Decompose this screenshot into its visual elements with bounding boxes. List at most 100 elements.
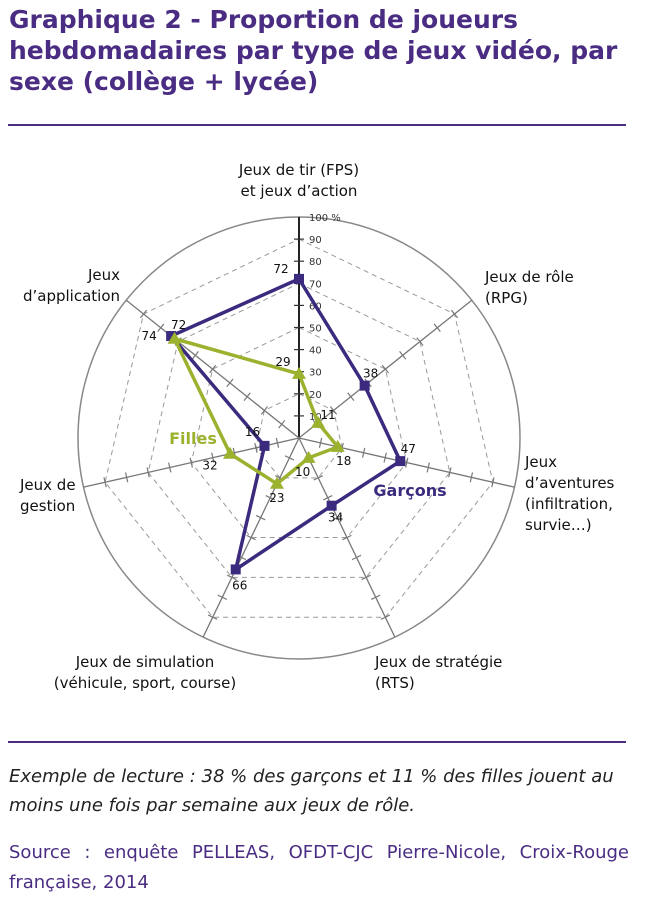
chart-title: Graphique 2 - Proportion de joueurs hebd… — [9, 5, 618, 96]
axis-tick — [278, 419, 286, 429]
data-label: 23 — [269, 491, 284, 505]
axis-label: Jeux de simulation (véhicule, sport, cour… — [54, 653, 236, 692]
data-label: 74 — [141, 329, 156, 343]
axis-tick — [426, 462, 430, 473]
axis-label-line: et jeux d’action — [241, 182, 358, 200]
scale-tick-label: 80 — [309, 257, 322, 268]
top-divider — [8, 124, 626, 126]
axis-tick — [361, 574, 371, 581]
data-label: 34 — [328, 511, 343, 525]
axis-tick — [207, 614, 218, 620]
axis-tick — [211, 452, 215, 463]
axis-label: Jeux de stratégie (RTS) — [374, 653, 502, 692]
axis-tick — [448, 467, 452, 478]
data-label: 18 — [336, 454, 351, 468]
axis-tick — [332, 514, 343, 521]
series-line-garçons — [168, 276, 403, 574]
data-point — [167, 331, 182, 344]
axis-label-line: Jeux — [524, 453, 557, 471]
axis-tick — [227, 574, 237, 581]
data-label: 29 — [275, 355, 290, 369]
data-label: 72 — [273, 262, 288, 276]
axis-label-line: (RPG) — [485, 289, 528, 307]
axis-tick — [450, 309, 459, 319]
axis-tick — [157, 323, 165, 333]
axis-tick — [405, 457, 409, 468]
data-point — [230, 564, 241, 575]
data-label: 72 — [171, 318, 186, 332]
grid-ring — [104, 238, 494, 618]
data-label: 10 — [295, 465, 310, 479]
axis-tick — [254, 442, 258, 453]
axis-tick — [351, 554, 362, 561]
reading-example: Exemple de lecture : 38 % des garçons et… — [9, 766, 614, 816]
axis-tick — [168, 462, 172, 473]
scale-tick-label: 30 — [309, 368, 322, 379]
axis-tick — [318, 437, 323, 448]
data-point — [223, 446, 238, 459]
axis-label: Jeux de tir (FPS) et jeux d’action — [238, 161, 359, 200]
axis-tick — [260, 406, 269, 415]
axis-tick — [380, 614, 391, 620]
axis-tick — [243, 392, 251, 401]
axis-label-line: (véhicule, sport, course) — [54, 674, 236, 692]
axis-tick — [347, 392, 355, 401]
scale-tick-label: 100 % — [309, 213, 341, 224]
axis-tick — [191, 351, 199, 360]
data-point — [259, 440, 270, 451]
data-label: 38 — [363, 367, 378, 381]
axis-label-line: Jeux — [87, 266, 120, 284]
axis-label-line: Jeux de rôle — [484, 268, 574, 286]
data-point — [301, 450, 316, 463]
axis-tick — [383, 452, 387, 463]
data-point — [166, 331, 177, 342]
axis-tick — [275, 437, 280, 448]
axis-tick — [189, 457, 193, 468]
axis-label-line: survie…) — [525, 516, 592, 534]
scale-tick-label: 90 — [309, 235, 322, 246]
axis-label-line: (RTS) — [375, 674, 415, 692]
axis-label-line: d’application — [23, 287, 120, 305]
axis-tick — [399, 351, 407, 360]
scale-tick-label: 50 — [309, 324, 322, 335]
source-note: Source : enquête PELLEAS, OFDT-CJC Pierr… — [9, 842, 629, 893]
axis-label: Jeux d’aventures (infiltration, survie…) — [524, 453, 615, 534]
bottom-divider — [8, 741, 626, 743]
axis-tick — [342, 534, 352, 541]
data-point — [330, 439, 345, 452]
axis-tick — [226, 378, 234, 388]
data-label: 16 — [245, 425, 260, 439]
axis-label-line: d’aventures — [525, 474, 615, 492]
axis-tick — [361, 447, 366, 458]
axis-tick — [370, 594, 381, 601]
legend-filles: Filles — [169, 429, 217, 448]
data-point — [292, 366, 306, 379]
axis-label-line: Jeux de — [19, 476, 76, 494]
axis-tick — [313, 475, 323, 481]
data-label: 47 — [401, 442, 416, 456]
data-point — [326, 500, 337, 511]
grid-ring — [190, 326, 408, 539]
axis-tick — [103, 477, 107, 488]
axis-tick — [139, 309, 148, 319]
axis-label-line: Jeux de simulation — [75, 653, 215, 671]
axis-tick — [469, 472, 474, 483]
axis-label-line: Jeux de tir (FPS) — [238, 161, 359, 179]
axis-tick — [265, 495, 275, 501]
axis-tick — [124, 472, 129, 483]
axis-label-line: gestion — [20, 497, 75, 515]
axis-tick — [329, 406, 338, 415]
axis-tick — [491, 477, 495, 488]
data-label: 32 — [202, 459, 217, 473]
axis-tick — [209, 364, 217, 374]
data-point — [269, 476, 284, 489]
axis-tick — [416, 337, 424, 346]
axis-tick — [217, 594, 228, 601]
scale-tick-label: 40 — [309, 346, 322, 357]
grid-ring — [147, 282, 451, 578]
axis-tick — [284, 455, 295, 461]
axis-label: Jeux de rôle (RPG) — [484, 268, 574, 307]
scale-tick-label: 20 — [309, 390, 322, 401]
data-point — [359, 380, 370, 391]
